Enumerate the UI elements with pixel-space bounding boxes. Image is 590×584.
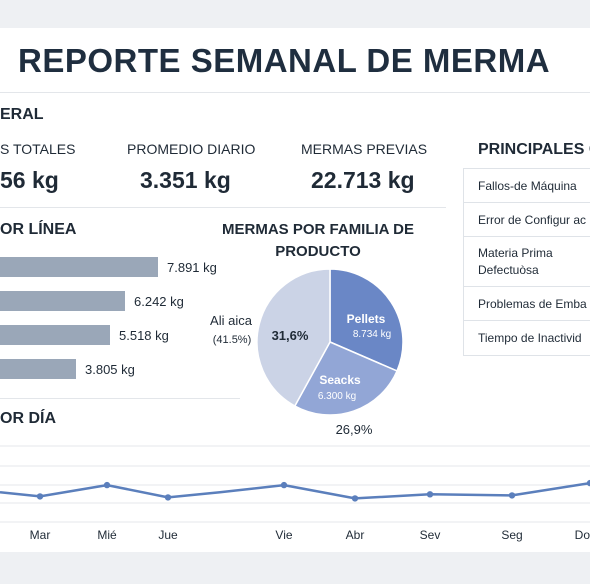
kpi-total-label: S TOTALES [0,141,76,157]
bar-chart-title: OR LÍNEA [0,221,77,238]
pie-slice [329,268,404,372]
pie-slice [256,268,331,407]
x-tick-label: Do [574,528,590,542]
page-title: REPORTE SEMANAL DE MERMA [18,42,551,79]
cause-item: Materia Prima Defectuòsa [464,237,590,287]
line-point [280,481,288,489]
line-point [508,492,516,499]
pie-slice-name: Seacks [319,373,361,387]
line-series [0,481,590,500]
causes-list: Fallos-de Máquina Error de Configur ac M… [463,168,590,356]
kpi-daily-label: PROMEDIO DIARIO [127,141,256,157]
bar [0,291,125,311]
x-tick-label: Jue [158,528,178,542]
line-point [103,481,111,489]
bar-value-label: 3.805 kg [85,362,135,377]
kpi-previous-label: MERMAS PREVIAS [301,141,428,157]
pie-chart-title: MERMAS POR FAMILIA DE PRODUCTO [222,221,414,260]
cause-item: Fallos-de Máquina [464,169,590,203]
bar-value-label: 6.242 kg [134,294,184,309]
bar-divider [0,398,240,399]
x-tick-label: Abr [345,528,365,542]
pie-slice-name: Pellets [347,312,386,326]
bar [0,359,76,379]
kpi-daily-value: 3.351 kg [140,167,231,193]
cause-item: Error de Configur ac [464,203,590,237]
pie-slice-name: Ali aica [210,313,253,328]
kpi-previous-value: 22.713 kg [311,167,415,193]
kpi-total-value: 56 kg [0,167,59,193]
x-tick-label: Mié [97,528,117,542]
line-chart-title: OR DÍA [0,410,56,427]
cause-item: Problemas de Emba [464,287,590,321]
pie-slice-percent: 26,9% [336,422,373,437]
kpi-divider [0,207,446,208]
title-divider [0,92,590,93]
line-point [36,493,44,500]
line-point [351,495,359,502]
bar-value-label: 5.518 kg [119,328,169,343]
causes-heading: PRINCIPALES C [478,141,590,158]
pie-slice-value: 8.734 kg [353,329,391,340]
line-point [426,491,434,498]
bar [0,257,158,277]
x-tick-label: Mar [29,528,51,542]
pie-slice-value: (41.5%) [213,334,252,346]
cause-item: Tiempo de Inactivid [478,331,582,345]
pie-slice-value: 6.300 kg [318,391,356,402]
line-point [586,479,590,487]
bar-value-label: 7.891 kg [167,260,217,275]
x-tick-label: Sev [419,528,441,542]
general-heading: ERAL [0,106,44,123]
x-tick-label: Seg [501,528,523,542]
x-tick-label: Vie [275,528,293,542]
line-point [164,494,172,501]
bar [0,325,110,345]
pie-slice-percent: 31,6% [272,328,309,343]
